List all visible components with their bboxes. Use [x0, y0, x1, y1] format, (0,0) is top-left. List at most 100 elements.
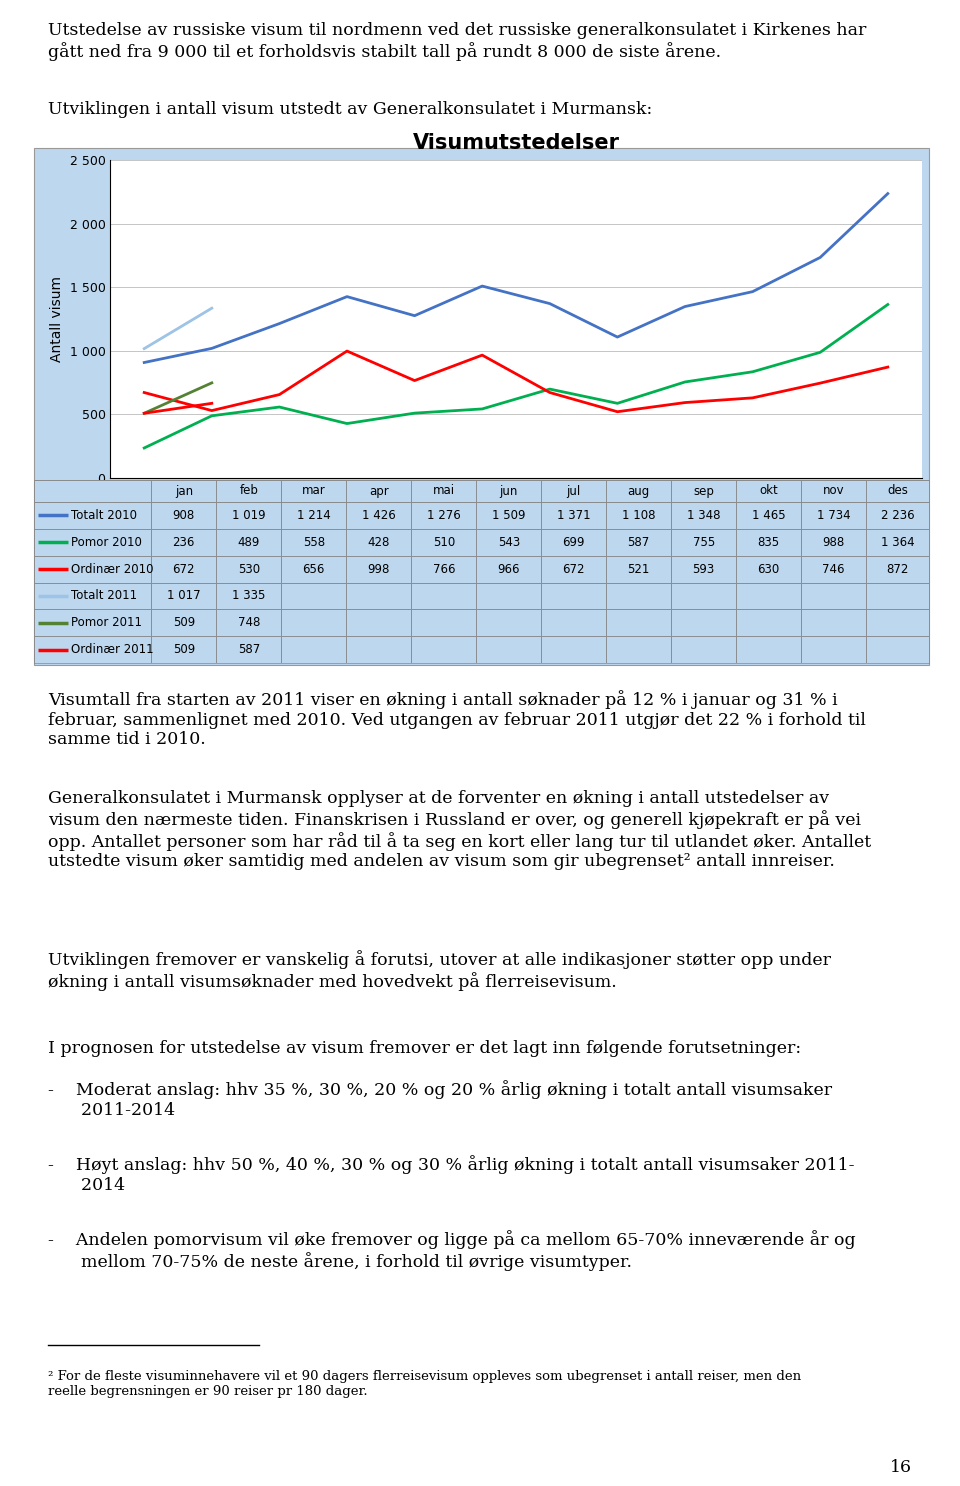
Text: 16: 16 — [890, 1459, 912, 1476]
Text: mai: mai — [433, 484, 455, 498]
Bar — [671, 502, 736, 529]
Text: 748: 748 — [238, 617, 260, 629]
Bar — [216, 556, 281, 583]
Bar — [541, 583, 607, 609]
Text: 998: 998 — [368, 563, 390, 575]
Text: 489: 489 — [238, 536, 260, 548]
Text: 835: 835 — [757, 536, 780, 548]
Text: 908: 908 — [173, 508, 195, 522]
Text: Pomor 2011: Pomor 2011 — [71, 617, 142, 629]
Bar — [671, 556, 736, 583]
Bar — [541, 529, 607, 556]
Bar — [152, 556, 216, 583]
Bar — [411, 480, 476, 502]
Text: 766: 766 — [433, 563, 455, 575]
Text: -    Andelen pomorvisum vil øke fremover og ligge på ca mellom 65-70% inneværend: - Andelen pomorvisum vil øke fremover og… — [48, 1230, 855, 1271]
Bar — [281, 480, 347, 502]
Text: 1 019: 1 019 — [232, 508, 266, 522]
Bar — [34, 609, 152, 636]
Bar — [152, 480, 216, 502]
Bar — [476, 502, 541, 529]
Text: Ordinær 2010: Ordinær 2010 — [71, 563, 154, 575]
Bar — [541, 480, 607, 502]
Bar — [347, 502, 411, 529]
Bar — [34, 529, 152, 556]
Bar — [34, 502, 152, 529]
Text: mar: mar — [301, 484, 325, 498]
Text: 593: 593 — [692, 563, 715, 575]
Text: 656: 656 — [302, 563, 325, 575]
Bar — [541, 502, 607, 529]
Text: jul: jul — [566, 484, 581, 498]
Text: 1 017: 1 017 — [167, 590, 201, 602]
Bar — [736, 583, 802, 609]
Bar — [216, 609, 281, 636]
Bar — [802, 636, 866, 663]
Text: -    Moderat anslag: hhv 35 %, 30 %, 20 % og 20 % årlig økning i totalt antall v: - Moderat anslag: hhv 35 %, 30 %, 20 % o… — [48, 1080, 832, 1119]
Bar — [411, 583, 476, 609]
Bar — [541, 556, 607, 583]
Text: jun: jun — [499, 484, 518, 498]
Text: apr: apr — [369, 484, 389, 498]
Bar — [802, 502, 866, 529]
Text: Ordinær 2011: Ordinær 2011 — [71, 643, 154, 657]
Bar — [671, 480, 736, 502]
Bar — [866, 609, 929, 636]
Text: 1 734: 1 734 — [817, 508, 851, 522]
Bar — [671, 636, 736, 663]
Text: Totalt 2010: Totalt 2010 — [71, 508, 137, 522]
Bar — [411, 556, 476, 583]
Bar — [476, 636, 541, 663]
Text: nov: nov — [823, 484, 845, 498]
Bar — [607, 636, 671, 663]
Bar — [281, 529, 347, 556]
Bar — [281, 502, 347, 529]
Title: Visumutstedelser: Visumutstedelser — [413, 132, 619, 153]
Bar — [541, 609, 607, 636]
Bar — [607, 502, 671, 529]
Bar — [34, 636, 152, 663]
Bar — [411, 502, 476, 529]
Text: 510: 510 — [433, 536, 455, 548]
Bar — [866, 583, 929, 609]
Text: okt: okt — [759, 484, 779, 498]
Text: des: des — [887, 484, 908, 498]
Bar — [802, 529, 866, 556]
Text: ² For de fleste visuminnehavere vil et 90 dagers flerreisevisum oppleves som ube: ² For de fleste visuminnehavere vil et 9… — [48, 1370, 802, 1398]
Bar — [476, 556, 541, 583]
Bar — [411, 529, 476, 556]
Bar — [347, 636, 411, 663]
Text: -    Høyt anslag: hhv 50 %, 40 %, 30 % og 30 % årlig økning i totalt antall visu: - Høyt anslag: hhv 50 %, 40 %, 30 % og 3… — [48, 1155, 854, 1193]
Bar — [802, 583, 866, 609]
Text: 630: 630 — [757, 563, 780, 575]
Text: 521: 521 — [628, 563, 650, 575]
Bar — [736, 529, 802, 556]
Text: Pomor 2010: Pomor 2010 — [71, 536, 142, 548]
Bar — [866, 502, 929, 529]
Text: 428: 428 — [368, 536, 390, 548]
Text: Totalt 2011: Totalt 2011 — [71, 590, 137, 602]
Text: 1 465: 1 465 — [752, 508, 785, 522]
Bar — [736, 609, 802, 636]
Text: Utstedelse av russiske visum til nordmenn ved det russiske generalkonsulatet i K: Utstedelse av russiske visum til nordmen… — [48, 22, 866, 61]
Bar — [34, 480, 152, 502]
Bar — [281, 583, 347, 609]
Text: 988: 988 — [823, 536, 845, 548]
Bar — [607, 529, 671, 556]
Text: 672: 672 — [563, 563, 585, 575]
Bar — [347, 529, 411, 556]
Text: 587: 587 — [238, 643, 260, 657]
Text: 1 371: 1 371 — [557, 508, 590, 522]
Bar — [736, 556, 802, 583]
Text: 2 236: 2 236 — [881, 508, 915, 522]
Text: 1 509: 1 509 — [492, 508, 525, 522]
Bar — [281, 609, 347, 636]
Bar — [671, 609, 736, 636]
Bar — [476, 583, 541, 609]
Text: 872: 872 — [887, 563, 909, 575]
Bar — [34, 583, 152, 609]
Bar — [216, 583, 281, 609]
Bar — [347, 583, 411, 609]
Bar — [34, 556, 152, 583]
Text: 755: 755 — [692, 536, 715, 548]
